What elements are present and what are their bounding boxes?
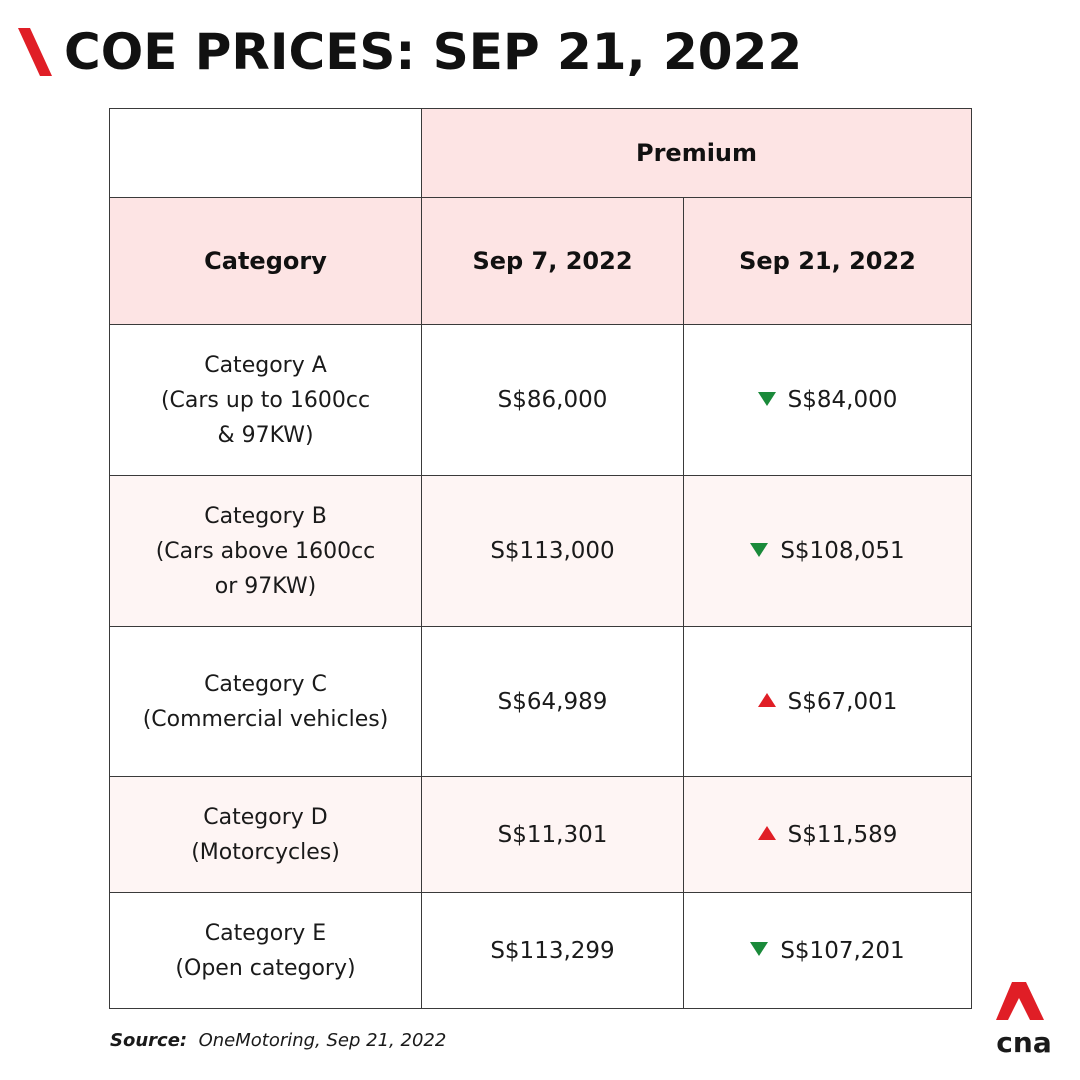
category-cell: Category A (Cars up to 1600cc & 97KW) [109,324,422,476]
prev-premium-cell: S$86,000 [421,324,684,476]
prev-date-column-header: Sep 7, 2022 [421,197,684,325]
category-name: Category A [204,352,327,378]
curr-premium-cell: S$67,001 [683,626,972,777]
table-row: Category C (Commercial vehicles) S$64,98… [109,626,972,777]
prev-premium-cell: S$11,301 [421,776,684,893]
cna-logo-text: cna [996,1026,1051,1056]
category-desc-line: (Commercial vehicles) [142,706,389,732]
category-column-header: Category [109,197,422,325]
page-title: COE PRICES: SEP 21, 2022 [64,23,803,81]
category-desc-line: (Cars above 1600cc [155,538,376,564]
table-row: Category A (Cars up to 1600cc & 97KW) S$… [109,324,972,476]
curr-premium-cell: S$108,051 [683,475,972,627]
up-arrow-icon [757,826,776,840]
category-name: Category D [203,804,328,830]
category-desc-line: & 97KW) [217,422,314,448]
category-desc-line: (Open category) [175,955,356,981]
table-row: Category D (Motorcycles) S$11,301 S$11,5… [109,776,972,893]
source-note: Source: OneMotoring, Sep 21, 2022 [110,1030,446,1051]
down-arrow-icon [750,942,769,956]
coe-price-table: Premium Category Sep 7, 2022 Sep 21, 202… [109,108,972,1009]
category-name: Category C [204,671,327,697]
category-desc-line: or 97KW) [214,573,317,599]
up-arrow-icon [757,693,776,707]
down-arrow-icon [750,542,769,557]
curr-premium-value: S$107,201 [780,937,905,964]
prev-premium-cell: S$64,989 [421,626,684,777]
category-cell: Category C (Commercial vehicles) [109,626,422,777]
prev-premium-cell: S$113,000 [421,475,684,627]
empty-corner-cell [109,108,422,198]
category-desc-line: (Motorcycles) [191,839,340,865]
prev-premium-cell: S$113,299 [421,892,684,1009]
category-cell: Category E (Open category) [109,892,422,1009]
category-desc-line: (Cars up to 1600cc [160,387,371,413]
title-slash-icon [18,28,52,76]
category-cell: Category B (Cars above 1600cc or 97KW) [109,475,422,627]
source-text: OneMotoring, Sep 21, 2022 [198,1030,447,1051]
source-label: Source: [110,1030,188,1051]
curr-premium-cell: S$107,201 [683,892,972,1009]
table-row: Category E (Open category) S$113,299 S$1… [109,892,972,1009]
curr-premium-value: S$67,001 [787,688,898,715]
curr-premium-cell: S$11,589 [683,776,972,893]
category-name: Category B [204,503,327,529]
category-name: Category E [204,920,327,946]
premium-group-header: Premium [421,108,972,198]
curr-premium-cell: S$84,000 [683,324,972,476]
down-arrow-icon [757,391,776,406]
curr-premium-value: S$84,000 [787,387,898,413]
curr-premium-value: S$108,051 [780,538,905,564]
table-row: Category B (Cars above 1600cc or 97KW) S… [109,475,972,627]
curr-date-column-header: Sep 21, 2022 [683,197,972,325]
cna-logo-icon: cna [996,982,1052,1056]
curr-premium-value: S$11,589 [787,821,898,848]
category-cell: Category D (Motorcycles) [109,776,422,893]
